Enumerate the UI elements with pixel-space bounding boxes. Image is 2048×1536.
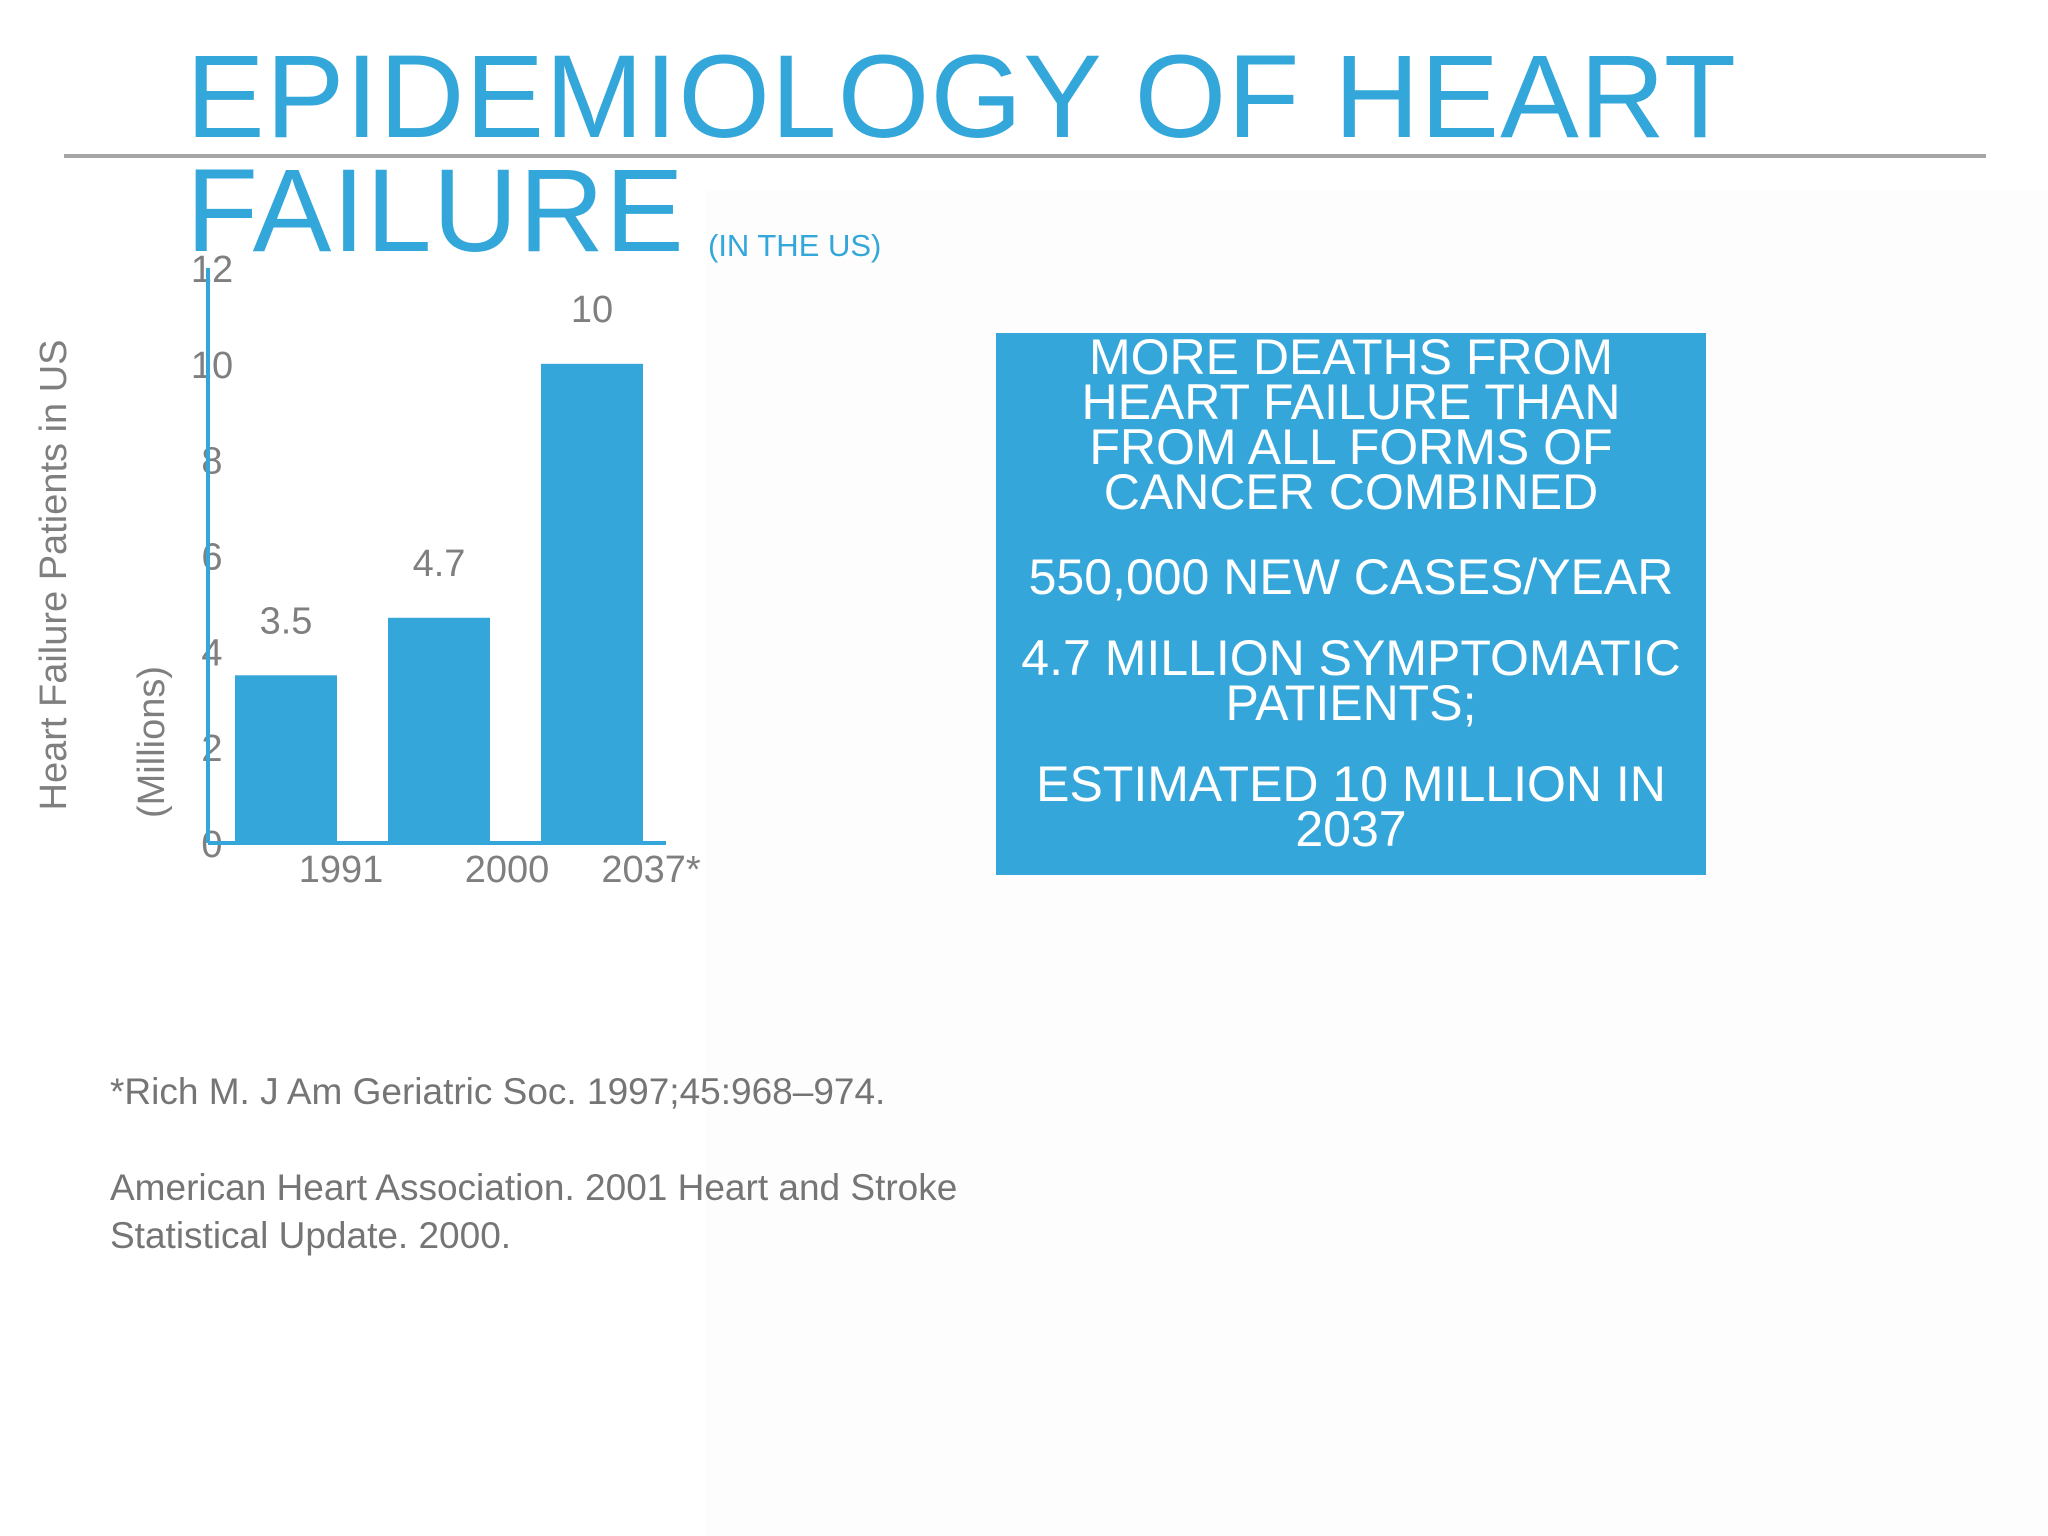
reference-2: American Heart Association. 2001 Heart a… xyxy=(110,1167,958,1256)
callout-line-3: 4.7 MILLION SYMPTOMATIC PATIENTS; xyxy=(1021,630,1681,731)
x-tick-label: 2037* xyxy=(601,849,701,891)
x-tick-label: 1991 xyxy=(299,849,384,891)
y-tick-label: 8 xyxy=(201,441,222,483)
bar xyxy=(541,363,643,843)
y-tick-label: 10 xyxy=(191,345,233,387)
title-line-2: FAILURE xyxy=(186,145,685,277)
y-tick-label: 2 xyxy=(201,728,222,770)
title-divider xyxy=(64,154,1986,158)
y-tick-label: 6 xyxy=(201,537,222,579)
bar xyxy=(235,675,337,843)
reference-1: *Rich M. J Am Geriatric Soc. 1997;45:968… xyxy=(110,1071,886,1112)
callout-line-4: ESTIMATED 10 MILLION IN 2037 xyxy=(1036,756,1666,857)
data-label: 4.7 xyxy=(413,543,466,585)
slide-subtitle: (IN THE US) xyxy=(708,228,882,263)
y-axis-unit: (Millions) xyxy=(131,666,173,818)
references: *Rich M. J Am Geriatric Soc. 1997;45:968… xyxy=(110,1068,1110,1260)
bar xyxy=(388,617,490,843)
data-label: 3.5 xyxy=(260,600,313,642)
key-facts-callout: MORE DEATHS FROM HEART FAILURE THAN FROM… xyxy=(996,329,1706,875)
callout-line-2: 550,000 NEW CASES/YEAR xyxy=(1028,549,1674,605)
callout-line-1: MORE DEATHS FROM HEART FAILURE THAN FROM… xyxy=(1081,329,1621,520)
x-tick-label: 2000 xyxy=(465,849,550,891)
y-axis-title: Heart Failure Patients in US xyxy=(33,340,75,811)
y-tick-label: 4 xyxy=(201,632,222,674)
y-tick-label: 12 xyxy=(191,249,233,291)
title-line-1: EPIDEMIOLOGY OF HEART xyxy=(186,31,1737,163)
data-label: 10 xyxy=(571,289,613,331)
slide-title: EPIDEMIOLOGY OF HEART FAILURE xyxy=(186,38,1786,270)
